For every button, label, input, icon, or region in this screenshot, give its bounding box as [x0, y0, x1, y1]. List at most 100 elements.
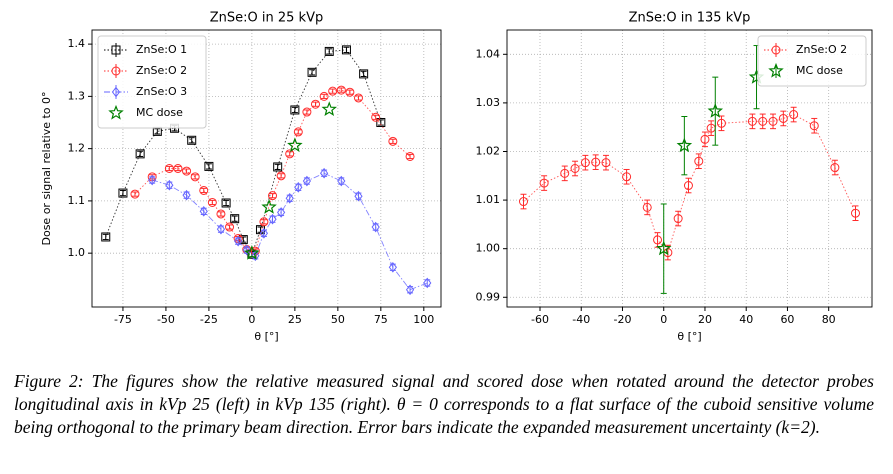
x-tick-label: 80 [822, 313, 836, 326]
marker-circle [580, 158, 590, 168]
marker-diamond [165, 179, 174, 191]
marker-star [108, 104, 124, 120]
marker-square [273, 162, 283, 172]
marker-circle [405, 151, 415, 161]
y-tick-label: 1.03 [476, 96, 501, 109]
marker-circle [268, 191, 278, 201]
marker-diamond [199, 206, 208, 217]
marker-diamond [233, 235, 243, 247]
marker-circle [591, 157, 601, 167]
marker-diamond [276, 207, 286, 218]
marker-circle [560, 168, 570, 178]
legend-label: ZnSe:O 2 [796, 43, 847, 56]
marker-diamond [319, 167, 329, 179]
marker-diamond [354, 190, 363, 202]
legend-label: ZnSe:O 2 [136, 64, 187, 77]
marker-square [307, 67, 317, 77]
marker-circle [302, 107, 312, 117]
x-tick-label: -20 [613, 313, 631, 326]
marker-circle [771, 45, 781, 55]
legend-box [757, 35, 867, 87]
y-axis-label: Dose or signal relative to 0° [40, 91, 53, 245]
series-line [523, 114, 856, 254]
marker-circle [570, 164, 580, 173]
marker-square [204, 161, 214, 171]
marker-square [111, 45, 121, 55]
marker-diamond [268, 213, 277, 225]
x-tick-label: 0 [248, 313, 255, 326]
x-tick-label: -25 [200, 313, 218, 326]
figure: -75 -50 -25 0 25 50 75 100 1.0 1.1 1.2 1.3 1.4 ZnSe:O… [40, 11, 873, 343]
marker-star [676, 137, 693, 153]
marker-square [230, 214, 240, 224]
marker-circle [388, 136, 398, 146]
marker-square [290, 105, 300, 115]
marker-circle [336, 85, 346, 95]
marker-circle [225, 222, 235, 232]
marker-diamond [111, 86, 121, 98]
marker-circle [518, 197, 528, 207]
x-tick-label: 40 [739, 313, 753, 326]
marker-diamond [302, 175, 312, 187]
marker-diamond [148, 174, 157, 186]
marker-circle [199, 185, 209, 195]
marker-circle [293, 127, 303, 137]
x-tick-label: 0 [660, 313, 667, 326]
legend-label: ZnSe:O 3 [136, 85, 187, 98]
marker-square [101, 232, 111, 242]
y-tick-label: 1.0 [68, 246, 86, 259]
y-tick-label: 1.4 [68, 37, 86, 50]
marker-square [341, 45, 351, 55]
marker-star [707, 103, 724, 118]
marker-square [359, 69, 369, 79]
x-tick-label: 50 [331, 313, 345, 326]
marker-circle [700, 134, 710, 144]
legend-label: MC dose [136, 106, 183, 119]
marker-diamond [251, 250, 260, 262]
chart-title: ZnSe:O in 25 kVp [210, 11, 323, 26]
marker-diamond [337, 175, 346, 187]
plot-frame [91, 29, 442, 308]
marker-circle [768, 116, 778, 126]
marker-diamond [371, 221, 380, 233]
marker-star [768, 62, 784, 78]
marker-square [324, 46, 334, 56]
marker-circle [683, 181, 693, 191]
marker-circle [216, 209, 226, 219]
marker-diamond [216, 223, 226, 235]
caption: Figure 2: The figures show the relative … [14, 371, 874, 437]
marker-diamond [405, 284, 415, 296]
marker-circle [673, 214, 683, 224]
y-tick-label: 1.02 [476, 144, 501, 157]
y-tick-label: 1.3 [68, 89, 86, 102]
x-tick-label: 20 [698, 313, 712, 326]
marker-circle [310, 99, 320, 109]
marker-circle [747, 116, 757, 126]
marker-diamond [182, 189, 191, 201]
marker-circle [622, 172, 632, 182]
marker-square [135, 149, 145, 159]
marker-circle [601, 158, 611, 168]
y-tick-label: 0.99 [476, 290, 501, 303]
marker-circle [789, 110, 799, 120]
marker-circle [778, 113, 788, 123]
marker-star [287, 137, 303, 153]
marker-star [655, 240, 672, 256]
marker-circle [830, 163, 840, 173]
legend-box [97, 35, 207, 129]
marker-diamond [285, 192, 294, 204]
x-tick-label: -75 [114, 313, 132, 326]
plot-frame [506, 29, 873, 308]
x-axis-label: θ [°] [677, 330, 701, 343]
x-axis-label: θ [°] [254, 330, 278, 343]
marker-circle [190, 172, 200, 182]
marker-circle [758, 116, 768, 126]
marker-circle [694, 156, 704, 166]
legend-label: MC dose [796, 64, 843, 77]
marker-circle [716, 118, 726, 128]
marker-circle [259, 217, 269, 227]
marker-square [376, 118, 386, 128]
marker-circle [353, 93, 363, 103]
x-tick-label: -50 [157, 313, 175, 326]
